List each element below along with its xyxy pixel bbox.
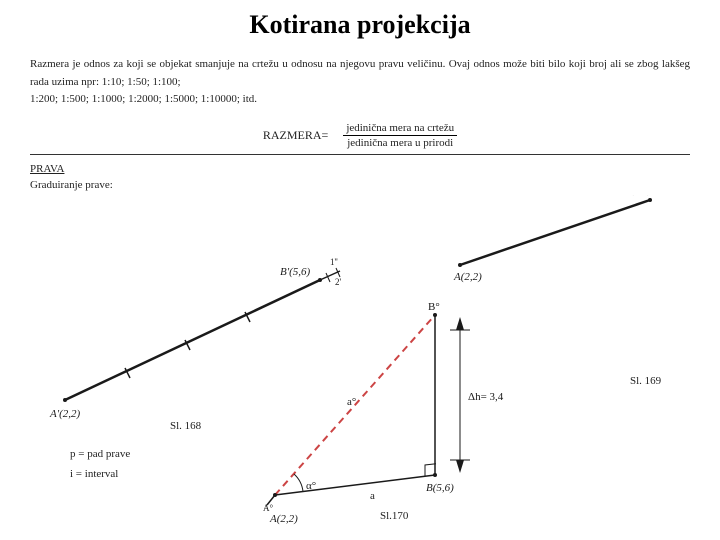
legend-p: p = pad prave: [70, 445, 130, 465]
formula-fraction: jedinična mera na crtežu jedinična mera …: [343, 121, 457, 150]
fig170-label: Sl.170: [380, 510, 408, 522]
fraction-denominator: jedinična mera u prirodi: [344, 136, 456, 150]
fig168-label: Sl. 168: [170, 420, 201, 432]
content-area: Razmera je odnos za koji se objekat sman…: [0, 48, 720, 525]
page-title: Kotirana projekcija: [0, 0, 720, 48]
section-heading: PRAVA: [30, 163, 690, 175]
fig169-group: A(2,2) B(5,6): [453, 195, 652, 283]
fig170-dh-label: Δh= 3,4: [468, 391, 504, 403]
fig169-label: Sl. 169: [630, 375, 661, 387]
fig169-A-label: A(2,2): [453, 271, 482, 283]
intro-line1: Razmera je odnos za koji se objekat sman…: [30, 58, 445, 70]
fraction-numerator: jedinična mera na crtežu: [343, 121, 457, 136]
fig170-Btop-label: B°: [428, 301, 440, 313]
svg-text:A°: A°: [263, 503, 273, 513]
fig168-group: 1'' 2' A'(2,2) B'(5,6): [49, 257, 342, 420]
fig170-A0-label: A(2,2): [269, 513, 298, 525]
legend-i: i = interval: [70, 465, 130, 485]
fig168-Bp-label: B'(5,6): [280, 266, 310, 278]
section-subtext: Graduiranje prave:: [30, 179, 690, 191]
intro-text: Razmera je odnos za koji se objekat sman…: [30, 56, 690, 109]
fig168-Ap-label: A'(2,2): [49, 408, 80, 420]
fig168-tick2: 2': [335, 277, 342, 287]
fig169-B-label: B(5,6): [624, 195, 652, 196]
formula-box: RAZMERA= jedinična mera na crtežu jedini…: [190, 121, 530, 150]
section-divider: [30, 154, 690, 155]
legend-box: p = pad prave i = interval: [70, 445, 130, 485]
fig170-group: α° A° A(2,2) B° B(5,6) a a° Δh= 3,4: [263, 301, 504, 525]
fig170-a-label: a: [370, 490, 375, 502]
intro-line3: 1:200; 1:500; 1:1000; 1:2000; 1:5000; 1:…: [30, 93, 257, 105]
fig170-a0-label: a°: [347, 396, 356, 408]
diagrams-area: A(2,2) B(5,6) 1'' 2' A'(2,2) B'(5,6): [30, 195, 690, 525]
fig168-tick1: 1'': [330, 257, 338, 267]
fig170-Bright-label: B(5,6): [426, 482, 454, 494]
formula-label: RAZMERA=: [263, 128, 333, 143]
fig170-alpha: α°: [306, 480, 316, 492]
